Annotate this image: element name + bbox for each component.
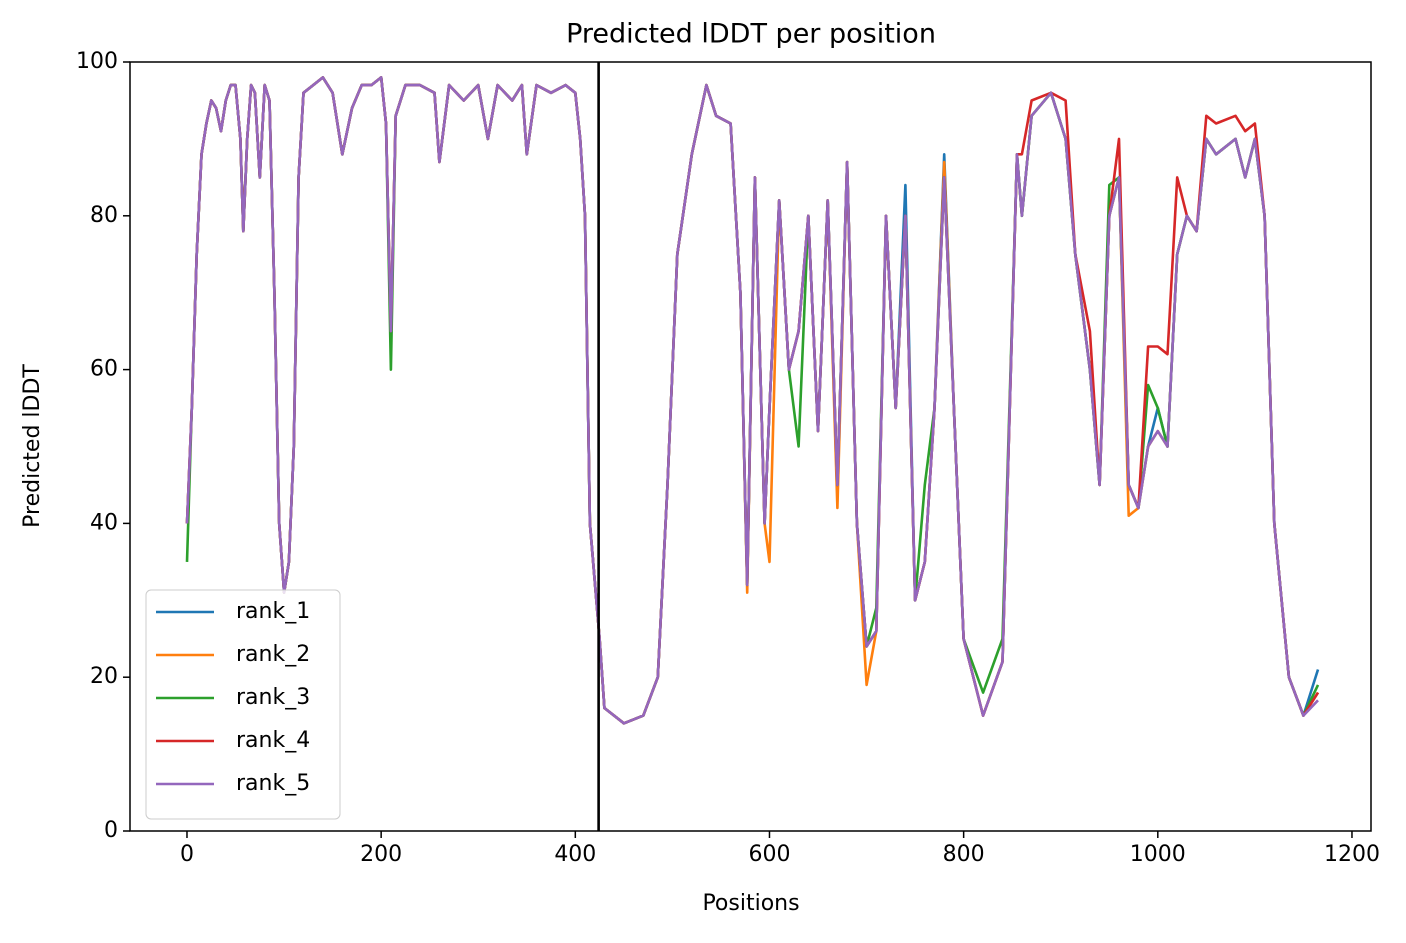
x-axis-label: Positions bbox=[702, 891, 799, 916]
line-series bbox=[185, 76, 1320, 725]
plot-frame bbox=[129, 61, 1372, 832]
legend-label: rank_3 bbox=[236, 685, 310, 710]
y-tick-label: 80 bbox=[90, 203, 118, 228]
legend-label: rank_5 bbox=[236, 771, 310, 796]
chart-title: Predicted lDDT per position bbox=[566, 19, 936, 50]
line-series bbox=[185, 76, 1320, 725]
x-tick-label: 1000 bbox=[1130, 842, 1186, 867]
y-tick-label: 20 bbox=[90, 664, 118, 689]
x-tick-label: 0 bbox=[180, 842, 194, 867]
legend-label: rank_1 bbox=[236, 599, 310, 624]
legend: rank_1 rank_2 rank_3 rank_4 rank_5 bbox=[145, 589, 341, 820]
y-tick-label: 40 bbox=[90, 510, 118, 535]
y-axis-label: Predicted lDDT bbox=[20, 364, 45, 528]
legend-label: rank_2 bbox=[236, 642, 310, 667]
x-tick-label: 800 bbox=[943, 842, 985, 867]
line-series bbox=[185, 76, 1320, 725]
line-series bbox=[185, 76, 1319, 725]
legend-label: rank_4 bbox=[236, 728, 310, 753]
y-tick-label: 0 bbox=[104, 818, 118, 843]
x-tick-label: 400 bbox=[554, 842, 596, 867]
line-series bbox=[185, 76, 1320, 725]
y-tick-label: 100 bbox=[76, 49, 118, 74]
x-tick-label: 1200 bbox=[1324, 842, 1380, 867]
x-tick-label: 200 bbox=[360, 842, 402, 867]
legend-box bbox=[145, 589, 341, 820]
y-tick-label: 60 bbox=[90, 357, 118, 382]
x-tick-label: 600 bbox=[748, 842, 790, 867]
